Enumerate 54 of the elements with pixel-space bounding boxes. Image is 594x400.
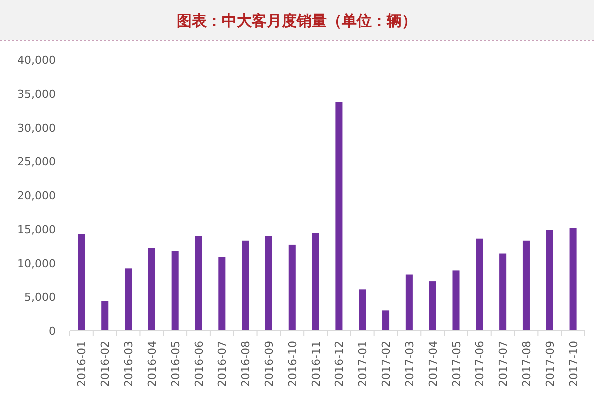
x-tick-label: 2016-06	[192, 341, 206, 387]
x-tick-label: 2017-08	[520, 341, 534, 387]
bar	[78, 234, 86, 331]
x-tick-label: 2017-07	[497, 341, 510, 387]
y-tick-label: 10,000	[18, 257, 56, 270]
bar	[312, 233, 320, 331]
bar	[218, 257, 226, 331]
x-tick-label: 2016-04	[146, 341, 159, 387]
x-tick-label: 2016-05	[169, 341, 182, 387]
bar	[382, 310, 390, 331]
x-tick-label: 2016-08	[240, 341, 253, 387]
y-tick-label: 20,000	[18, 190, 56, 202]
x-tick-label: 2016-03	[122, 341, 136, 387]
x-tick-label: 2016-12	[333, 341, 346, 387]
bar	[476, 238, 484, 331]
x-tick-label: 2017-05	[450, 341, 464, 387]
x-tick-label: 2017-03	[403, 341, 416, 387]
bar	[359, 290, 366, 331]
y-tick-label: 25,000	[18, 156, 56, 169]
bar	[429, 282, 436, 331]
bar	[195, 236, 202, 331]
x-tick-label: 2017-02	[380, 341, 394, 387]
bar	[570, 228, 577, 331]
y-tick-label: 35,000	[18, 88, 56, 101]
y-tick-label: 40,000	[18, 54, 56, 67]
bar	[242, 240, 250, 331]
bar	[172, 251, 179, 331]
x-tick-label: 2016-02	[99, 341, 112, 387]
bar	[522, 240, 530, 331]
x-tick-label: 2017-06	[474, 341, 487, 387]
bar	[336, 102, 343, 331]
chart-title: 图表：中大客月度销量（单位：辆）	[177, 12, 417, 30]
bar	[288, 244, 296, 331]
x-tick-label: 2016-01	[76, 341, 89, 387]
bar	[148, 248, 156, 331]
x-tick-label: 2016-10	[286, 341, 300, 387]
x-tick-label: 2016-11	[310, 341, 323, 387]
x-tick-label: 2017-04	[426, 341, 440, 387]
bar	[125, 268, 132, 331]
y-tick-label: 30,000	[18, 122, 56, 135]
x-tick-label: 2016-09	[262, 341, 276, 387]
y-tick-label: 0	[49, 325, 56, 338]
x-tick-label: 2017-09	[544, 341, 557, 387]
x-tick-label: 2017-10	[567, 341, 580, 387]
bar	[406, 274, 413, 331]
bar	[546, 230, 554, 331]
x-tick-label: 2017-01	[356, 341, 370, 387]
y-tick-label: 15,000	[18, 223, 56, 236]
x-tick-label: 2016-07	[216, 341, 230, 387]
bar	[265, 236, 272, 331]
bar	[452, 270, 460, 331]
bar	[500, 254, 507, 331]
bar	[102, 301, 109, 331]
y-tick-label: 5,000	[24, 291, 56, 304]
